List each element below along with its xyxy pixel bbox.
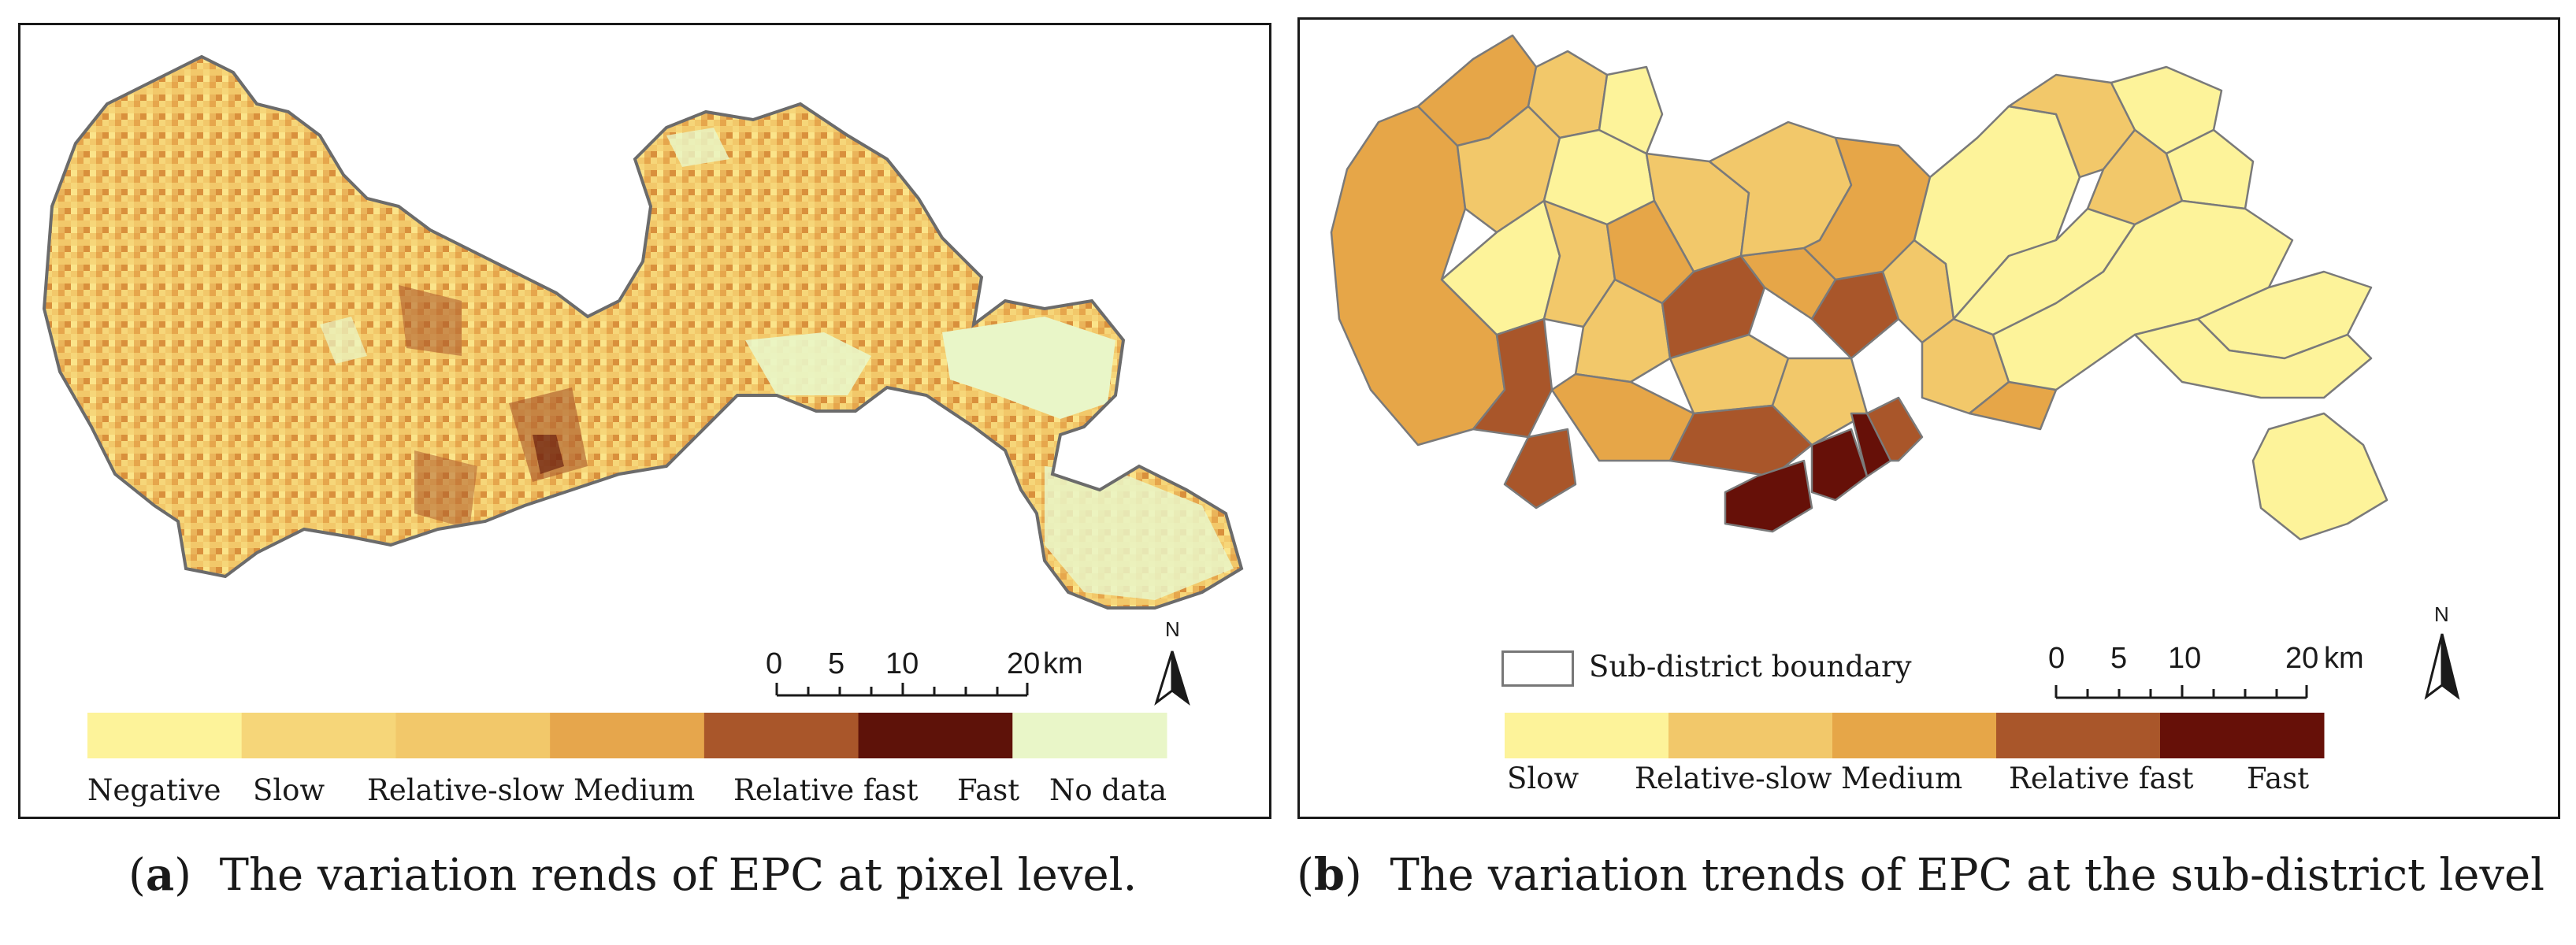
legend-label-fast: Fast (957, 773, 1020, 807)
legend-color-bar (1505, 713, 2325, 758)
legend-label-medium: Medium (1841, 762, 1963, 795)
scale-tick-20: 20 (1007, 647, 1041, 680)
scale-unit: km (2324, 642, 2364, 675)
boundary-legend-swatch (1501, 650, 1574, 687)
legend-label-relative-slow: Relative-slow (367, 773, 565, 807)
caption-b: (b) The variation trends of EPC at the s… (1297, 849, 2545, 901)
legend-label-slow: Slow (253, 773, 325, 807)
scale-bar (2054, 685, 2308, 699)
legend-swatch-fast (858, 713, 1013, 758)
scale-unit: km (1043, 647, 1083, 680)
scale-tick-10: 10 (885, 647, 919, 680)
subdistrict-polygons (1330, 34, 2389, 541)
caption-b-letter: b (1313, 849, 1346, 901)
scale-bar (775, 683, 1029, 697)
legend-label-no-data: No data (1049, 773, 1167, 807)
legend-swatch-relative-slow (1668, 713, 1833, 758)
caption-a-text: The variation rends of EPC at pixel leve… (219, 850, 1138, 901)
legend-swatch-slow (1505, 713, 1669, 758)
caption-a: (a) The variation rends of EPC at pixel … (128, 849, 1138, 901)
caption-a-letter: a (145, 849, 175, 901)
legend-swatch-fast (2160, 713, 2325, 758)
panel-a-pixel-map: 0 5 10 20 km N Negative Slow Relative-sl… (18, 23, 1271, 819)
legend-label-negative: Negative (87, 773, 221, 807)
scale-tick-5: 5 (2110, 642, 2128, 675)
scale-tick-0: 0 (766, 647, 783, 680)
north-arrow-icon (1154, 650, 1190, 706)
north-label: N (1165, 617, 1180, 641)
north-arrow-icon (2424, 633, 2460, 700)
legend-swatch-no-data (1012, 713, 1167, 758)
legend-swatch-relative-fast (703, 713, 859, 758)
legend-label-relative-fast: Relative fast (733, 773, 919, 807)
legend-label-relative-slow: Relative-slow (1635, 762, 1832, 795)
scale-tick-0: 0 (2048, 642, 2066, 675)
legend-swatch-relative-fast (1996, 713, 2161, 758)
legend-swatch-negative (87, 713, 243, 758)
subdistrict-map-svg (1330, 34, 2460, 758)
legend-label-slow: Slow (1507, 762, 1579, 795)
caption-b-text: The variation trends of EPC at the sub-d… (1390, 850, 2545, 901)
legend-swatch-slow (241, 713, 396, 758)
legend-swatch-medium (550, 713, 705, 758)
scale-tick-20: 20 (2285, 642, 2319, 675)
boundary-legend-label: Sub-district boundary (1589, 650, 1912, 684)
north-label: N (2434, 602, 2449, 626)
legend-swatch-relative-slow (395, 713, 551, 758)
panel-b-subdistrict-map: Sub-district boundary 0 5 10 20 km N Slo… (1297, 17, 2560, 819)
pixel-map-svg (43, 55, 1243, 758)
legend-label-fast: Fast (2247, 762, 2310, 795)
legend-color-bar (87, 713, 1167, 758)
scale-tick-5: 5 (828, 647, 845, 680)
scale-tick-10: 10 (2168, 642, 2202, 675)
legend-label-medium: Medium (573, 773, 696, 807)
legend-label-relative-fast: Relative fast (2009, 762, 2194, 795)
legend-swatch-medium (1832, 713, 1997, 758)
